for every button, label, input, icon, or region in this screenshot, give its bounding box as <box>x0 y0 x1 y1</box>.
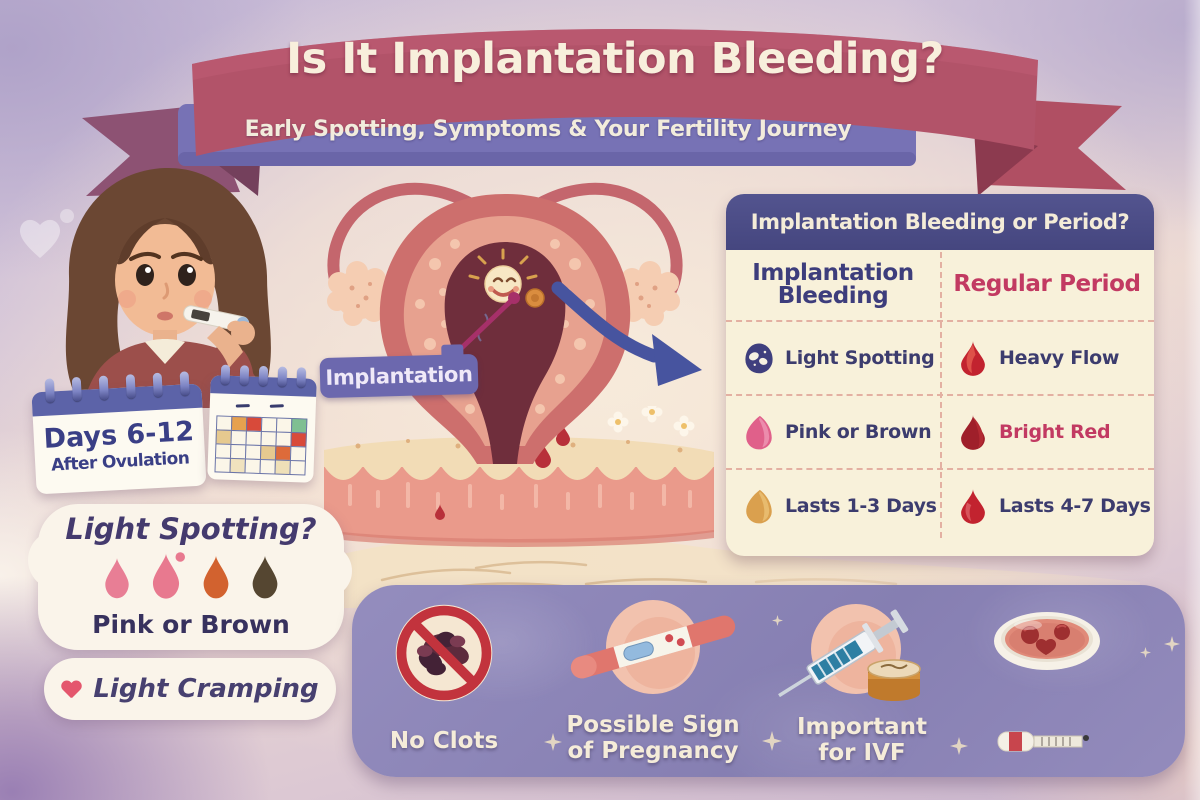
footer-item <box>980 599 1114 752</box>
brown-drop-icon <box>252 555 277 599</box>
sparkle-icon <box>950 737 968 755</box>
sparkle-icon <box>772 615 783 626</box>
calendar-grid <box>213 414 307 476</box>
column-header-period: Regular Period <box>953 271 1141 298</box>
table-cell-label: Light Spotting <box>785 347 935 369</box>
heart-icon <box>61 681 81 700</box>
sparkle-icon <box>762 731 782 751</box>
pink-drop-dotted-icon <box>152 552 185 599</box>
page-title: Is It Implantation Bleeding? <box>286 34 944 84</box>
flower-icon <box>607 406 695 437</box>
table-divider <box>940 252 942 538</box>
footer-label: Possible Sign of Pregnancy <box>566 712 740 764</box>
footer-label: No Clots <box>389 728 499 754</box>
pink-drop-icon <box>746 415 772 450</box>
footer-item: No Clots <box>388 597 500 754</box>
flow-arrow-icon <box>551 281 661 363</box>
table-cell-label: Lasts 1-3 Days <box>785 495 937 517</box>
pink-drop-icon <box>104 557 129 599</box>
footer-item: Possible Sign of Pregnancy <box>553 585 753 764</box>
table-cell-label: Heavy Flow <box>999 347 1120 369</box>
footer-label: Important for IVF <box>796 714 927 766</box>
table-cell-label: Bright Red <box>999 421 1111 443</box>
table-title: Implantation Bleeding or Period? <box>726 194 1154 250</box>
sparkle-icon <box>1140 647 1151 658</box>
cramping-label: Light Cramping <box>93 674 319 704</box>
footer-strip: No Clots Possible Sign of Pregnancy <box>352 585 1185 777</box>
spotting-title: Light Spotting? <box>65 512 317 546</box>
spotting-blob-icon <box>745 343 773 374</box>
table-row: Light Spotting Heavy Flow <box>726 320 1154 394</box>
tan-drop-icon <box>746 489 772 524</box>
no-clots-icon <box>395 604 493 702</box>
light-cramping-card: Light Cramping <box>44 658 336 720</box>
page-subtitle: Early Spotting, Symptoms & Your Fertilit… <box>244 117 852 142</box>
blood-drop-icon <box>435 424 570 520</box>
title-band <box>192 28 1038 156</box>
comparison-table: Implantation Bleeding or Period? Implant… <box>726 194 1154 556</box>
heart-cloud-icon <box>19 219 61 258</box>
table-cell-label: Lasts 4-7 Days <box>999 495 1151 517</box>
petri-dish-icon <box>994 612 1100 670</box>
pregnancy-test-icon <box>570 600 736 694</box>
endometrium-illustration <box>324 406 714 547</box>
spotting-drops <box>38 552 344 600</box>
medication-jar-icon <box>867 659 921 701</box>
embryo-transfer-tube-icon <box>997 731 1089 752</box>
ribbon-banner <box>82 28 1126 196</box>
dark-red-drop-icon <box>961 415 985 450</box>
orange-drop-icon <box>203 555 228 599</box>
mini-calendar <box>207 364 317 483</box>
timing-note-card: Days 6-12 After Ovulation <box>31 371 207 495</box>
red-drop-icon <box>961 489 985 524</box>
column-header-implantation: Implantation Bleeding <box>752 259 914 309</box>
footer-item: Important for IVF <box>760 585 960 766</box>
heavy-flow-drop-icon <box>961 341 985 376</box>
worried-woman-illustration <box>19 167 271 408</box>
table-row: Pink or Brown Bright Red <box>726 394 1154 468</box>
light-spotting-card: Light Spotting? Pink or Brown <box>28 504 352 650</box>
ivf-syringe-icon <box>778 604 921 701</box>
implantation-label: Implantation <box>319 353 479 399</box>
spotting-caption: Pink or Brown <box>92 610 290 639</box>
table-cell-label: Pink or Brown <box>785 421 932 443</box>
